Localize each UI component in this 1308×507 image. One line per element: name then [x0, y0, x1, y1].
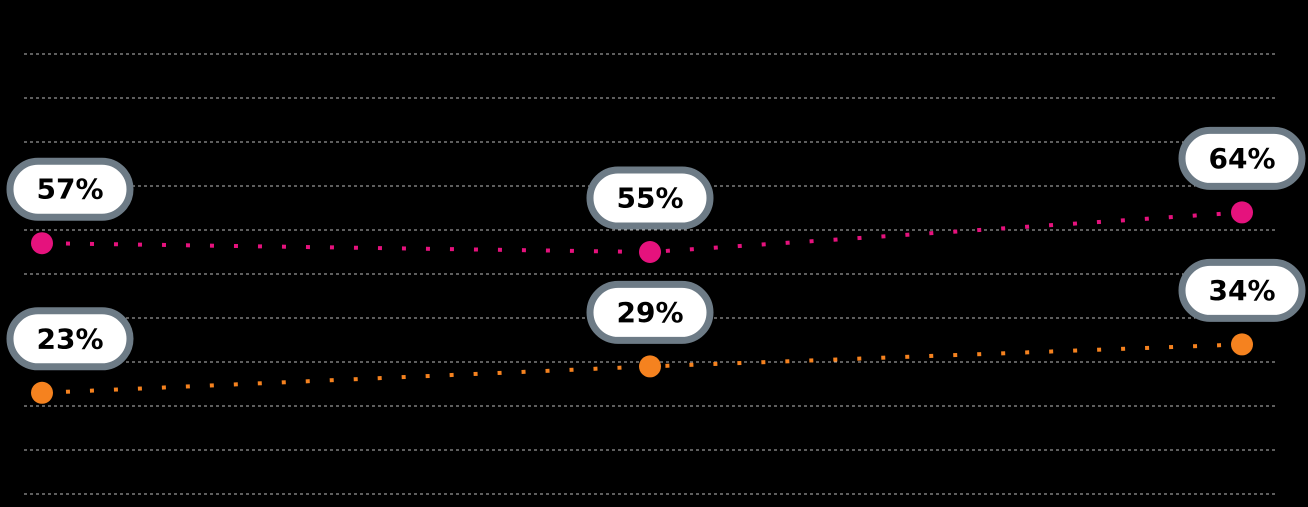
value-label: 55%: [616, 182, 683, 215]
value-label: 57%: [36, 173, 103, 206]
label-pill: [586, 166, 714, 230]
value-label: 64%: [1208, 142, 1275, 175]
point: [639, 241, 661, 263]
label-pill: [586, 280, 714, 344]
point: [31, 381, 53, 404]
point: [639, 355, 661, 378]
label-pill: [1178, 126, 1306, 190]
label-pill: [6, 307, 134, 371]
point: [1231, 201, 1253, 224]
label-pill: [1178, 258, 1306, 322]
value-label: 34%: [1208, 274, 1275, 307]
value-label: 29%: [616, 296, 683, 329]
point: [1231, 333, 1253, 356]
value-label: 23%: [36, 322, 103, 355]
label-pill: [6, 157, 134, 221]
point: [31, 232, 53, 255]
